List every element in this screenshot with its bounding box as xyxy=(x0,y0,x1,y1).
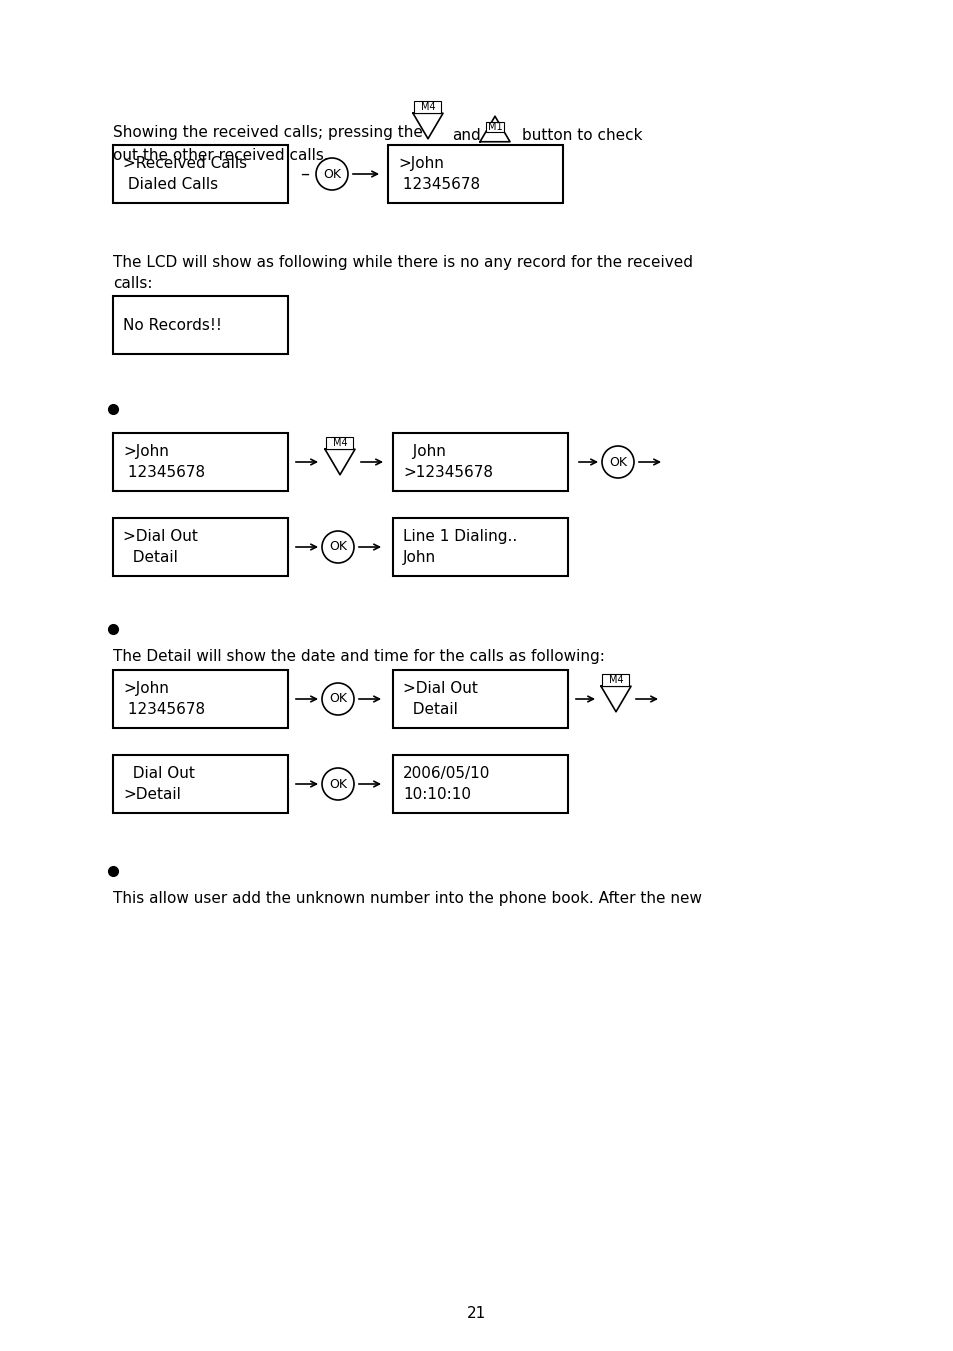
Text: Detail: Detail xyxy=(402,703,457,717)
Text: John: John xyxy=(402,550,436,565)
FancyBboxPatch shape xyxy=(602,674,629,686)
FancyBboxPatch shape xyxy=(393,434,567,490)
Text: Detail: Detail xyxy=(123,550,177,565)
FancyBboxPatch shape xyxy=(112,755,288,813)
Text: M4: M4 xyxy=(608,676,622,685)
Text: Line 1 Dialing..: Line 1 Dialing.. xyxy=(402,530,517,544)
FancyBboxPatch shape xyxy=(112,517,288,576)
Text: out the other received calls.: out the other received calls. xyxy=(112,147,329,162)
FancyBboxPatch shape xyxy=(393,670,567,728)
Text: OK: OK xyxy=(329,777,347,790)
Text: 10:10:10: 10:10:10 xyxy=(402,786,471,802)
Text: M4: M4 xyxy=(333,438,347,449)
Text: This allow user add the unknown number into the phone book. After the new: This allow user add the unknown number i… xyxy=(112,890,701,905)
FancyBboxPatch shape xyxy=(414,100,441,113)
FancyBboxPatch shape xyxy=(388,145,562,203)
FancyBboxPatch shape xyxy=(112,434,288,490)
Text: >Dial Out: >Dial Out xyxy=(402,681,477,696)
Circle shape xyxy=(322,531,354,563)
Circle shape xyxy=(315,158,348,190)
FancyBboxPatch shape xyxy=(112,296,288,354)
Text: Dialed Calls: Dialed Calls xyxy=(123,177,218,192)
Text: 2006/05/10: 2006/05/10 xyxy=(402,766,490,781)
Text: OK: OK xyxy=(608,455,626,469)
Text: >John: >John xyxy=(123,681,169,696)
Text: Showing the received calls; pressing the: Showing the received calls; pressing the xyxy=(112,126,422,141)
Text: No Records!!: No Records!! xyxy=(123,317,222,332)
Text: OK: OK xyxy=(329,540,347,554)
Text: 21: 21 xyxy=(467,1305,486,1320)
FancyBboxPatch shape xyxy=(393,755,567,813)
Text: >John: >John xyxy=(397,157,443,172)
Text: Dial Out: Dial Out xyxy=(123,766,194,781)
Text: 12345678: 12345678 xyxy=(123,703,205,717)
Text: OK: OK xyxy=(329,693,347,705)
Text: John: John xyxy=(402,444,445,459)
Text: >John: >John xyxy=(123,444,169,459)
Text: M4: M4 xyxy=(420,101,435,112)
Text: and: and xyxy=(452,128,480,143)
FancyBboxPatch shape xyxy=(485,122,503,132)
Text: 12345678: 12345678 xyxy=(123,465,205,480)
Text: >Received Calls: >Received Calls xyxy=(123,157,247,172)
Text: –: – xyxy=(299,165,309,182)
FancyBboxPatch shape xyxy=(112,145,288,203)
Text: M1: M1 xyxy=(487,122,502,132)
Circle shape xyxy=(322,684,354,715)
Text: The LCD will show as following while there is no any record for the received: The LCD will show as following while the… xyxy=(112,255,692,270)
Text: button to check: button to check xyxy=(521,128,641,143)
Text: calls:: calls: xyxy=(112,276,152,290)
Circle shape xyxy=(322,767,354,800)
FancyBboxPatch shape xyxy=(326,436,354,450)
Text: >Dial Out: >Dial Out xyxy=(123,530,197,544)
Text: 12345678: 12345678 xyxy=(397,177,479,192)
Text: >12345678: >12345678 xyxy=(402,465,493,480)
Circle shape xyxy=(601,446,634,478)
Text: OK: OK xyxy=(323,168,340,181)
FancyBboxPatch shape xyxy=(112,670,288,728)
Text: >Detail: >Detail xyxy=(123,786,181,802)
FancyBboxPatch shape xyxy=(393,517,567,576)
Text: The Detail will show the date and time for the calls as following:: The Detail will show the date and time f… xyxy=(112,648,604,663)
